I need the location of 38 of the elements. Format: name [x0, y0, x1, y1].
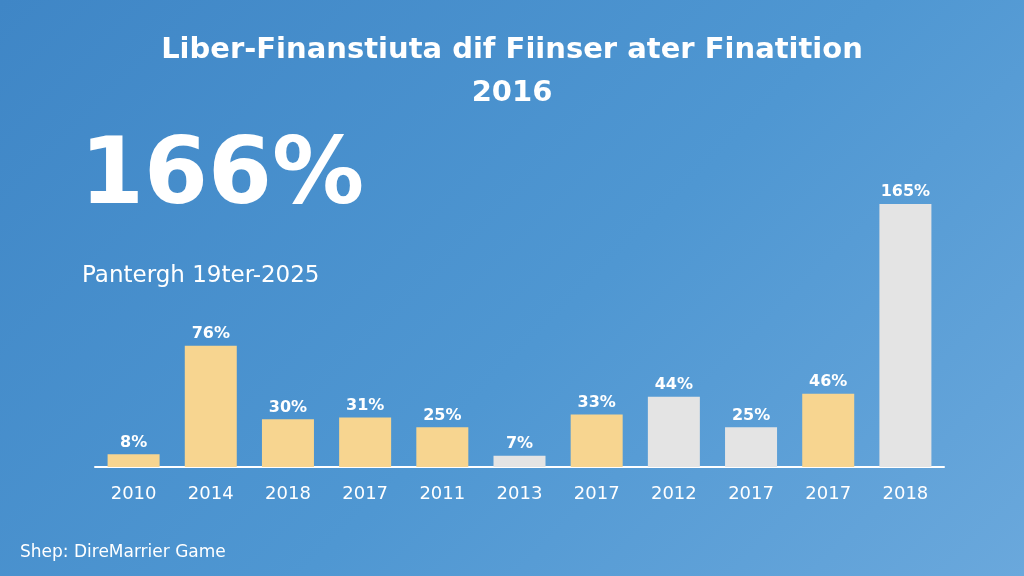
bar [339, 417, 392, 467]
x-tick-label: 2010 [110, 481, 157, 503]
annotation: 166% [80, 117, 365, 225]
text: Shep: DireMarrier Game [20, 540, 226, 561]
bar [493, 455, 546, 467]
data-label: 165% [880, 181, 931, 201]
data-label: 30% [268, 396, 308, 416]
x-tick-label: 2013 [496, 481, 543, 503]
bar [802, 393, 855, 467]
data-label: 44% [654, 374, 694, 394]
x-tick-label: 2018 [882, 481, 929, 503]
bar [570, 414, 623, 467]
bar [416, 427, 469, 467]
data-label: 33% [577, 391, 616, 411]
chart-title: Liber-Finanstiuta dif Fiinser ater Finatition [161, 30, 863, 65]
data-label: 25% [423, 404, 462, 424]
data-label: 31% [345, 395, 385, 415]
data-label: 76% [191, 323, 230, 343]
bar [107, 454, 160, 467]
x-tick-label: 2017 [342, 481, 389, 503]
bar [725, 427, 778, 467]
bar [261, 419, 314, 467]
x-tick-label: 2017 [805, 481, 852, 503]
x-tick-label: 2017 [728, 481, 774, 503]
data-label: 25% [731, 404, 771, 424]
bar [184, 345, 237, 467]
bar [647, 396, 700, 467]
annotation: Pantergh 19ter-2025 [82, 260, 320, 287]
data-label: 8% [120, 431, 148, 451]
x-tick-label: 2012 [650, 481, 697, 503]
x-tick-label: 2018 [265, 481, 311, 503]
chart-subtitle: 2016 [471, 73, 553, 108]
x-tick-label: 2017 [573, 481, 620, 503]
x-tick-label: 2014 [187, 481, 234, 503]
data-label: 46% [809, 371, 848, 391]
data-label: 7% [505, 433, 534, 453]
x-tick-label: 2011 [419, 481, 466, 503]
bar [879, 203, 932, 467]
